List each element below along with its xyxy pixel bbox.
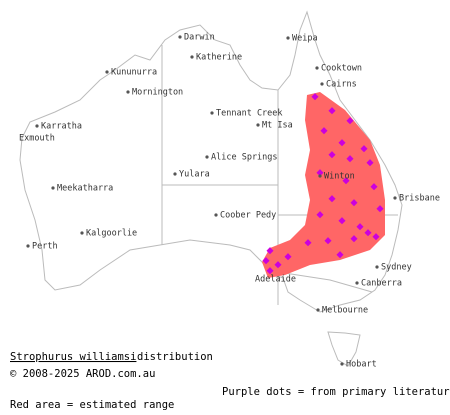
town-label: Katherine xyxy=(196,53,242,63)
town-marker xyxy=(173,172,177,176)
town-label: Sydney xyxy=(381,263,412,273)
record-dot xyxy=(328,151,336,159)
town-label: Adelaide xyxy=(255,275,296,285)
town-marker xyxy=(80,231,84,235)
town-marker xyxy=(126,90,130,94)
town-label: Melbourne xyxy=(322,306,368,316)
town-label: Kununurra xyxy=(111,68,157,78)
town-label: Mornington xyxy=(132,88,183,98)
record-dot xyxy=(266,247,274,255)
record-dot xyxy=(316,169,324,177)
record-dot xyxy=(346,117,354,125)
record-dot xyxy=(311,93,319,101)
town-marker xyxy=(355,281,359,285)
town-marker xyxy=(35,124,39,128)
record-dot xyxy=(372,233,380,241)
town-marker xyxy=(320,82,324,86)
records xyxy=(262,93,384,275)
town-marker xyxy=(210,111,214,115)
town-label: Brisbane xyxy=(399,194,440,204)
species-name: Strophurus williamsi xyxy=(10,351,136,363)
town-label: Coober Pedy xyxy=(220,211,276,221)
town-label: Canberra xyxy=(361,279,402,289)
record-dot xyxy=(350,199,358,207)
town-label: Kalgoorlie xyxy=(86,229,137,239)
record-dot xyxy=(328,195,336,203)
town-label: Darwin xyxy=(184,33,215,43)
record-dot xyxy=(328,107,336,115)
record-dot xyxy=(356,223,364,231)
caption-title: distribution xyxy=(137,351,213,363)
town-marker xyxy=(318,174,322,178)
town-label: Perth xyxy=(32,242,58,252)
town-label: Weipa xyxy=(292,34,318,44)
town-label: Cooktown xyxy=(321,64,362,74)
legend-dots: Purple dots = from primary literature xyxy=(222,386,450,398)
town-label: Winton xyxy=(324,172,355,182)
town-label: Alice Springs xyxy=(211,153,278,163)
town-label: Cairns xyxy=(326,80,357,90)
record-dot xyxy=(304,239,312,247)
border xyxy=(277,271,373,293)
town-label: Yulara xyxy=(179,170,210,180)
record-dot xyxy=(274,261,282,269)
record-dot xyxy=(366,159,374,167)
town-marker xyxy=(51,186,55,190)
town-marker xyxy=(205,155,209,159)
town-marker xyxy=(286,36,290,40)
record-dot xyxy=(324,237,332,245)
record-dot xyxy=(266,267,274,275)
copyright: © 2008-2025 AROD.com.au xyxy=(10,368,155,380)
town-marker xyxy=(178,35,182,39)
record-dot xyxy=(316,211,324,219)
town-label: Exmouth xyxy=(19,134,55,144)
town-label: Mt Isa xyxy=(262,121,293,131)
town-marker xyxy=(214,213,218,217)
town-label: Meekatharra xyxy=(57,184,113,194)
record-dot xyxy=(342,177,350,185)
record-dot xyxy=(346,155,354,163)
record-dot xyxy=(284,253,292,261)
estimated-range xyxy=(262,92,385,278)
town-marker xyxy=(256,123,260,127)
town-marker xyxy=(105,70,109,74)
town-label: Tennant Creek xyxy=(216,109,283,119)
record-dot xyxy=(370,183,378,191)
town-marker xyxy=(315,66,319,70)
record-dot xyxy=(360,145,368,153)
town-marker xyxy=(26,244,30,248)
record-dot xyxy=(320,127,328,135)
town-marker xyxy=(393,196,397,200)
record-dot xyxy=(336,251,344,259)
record-dot xyxy=(338,217,346,225)
town-marker xyxy=(316,308,320,312)
record-dot xyxy=(350,235,358,243)
town-marker xyxy=(190,55,194,59)
legend-range: Red area = estimated range xyxy=(10,399,174,411)
towns: Darwin Weipa Katherine Kununurra Cooktown Cai… xyxy=(19,33,440,370)
record-dot xyxy=(262,257,270,265)
town-label: Karratha xyxy=(41,122,82,132)
record-dot xyxy=(376,205,384,213)
record-dot xyxy=(364,229,372,237)
town-marker xyxy=(375,265,379,269)
record-dot xyxy=(338,139,346,147)
town-marker xyxy=(340,362,344,366)
town-label: Hobart xyxy=(346,360,377,370)
tasmania xyxy=(327,331,361,367)
